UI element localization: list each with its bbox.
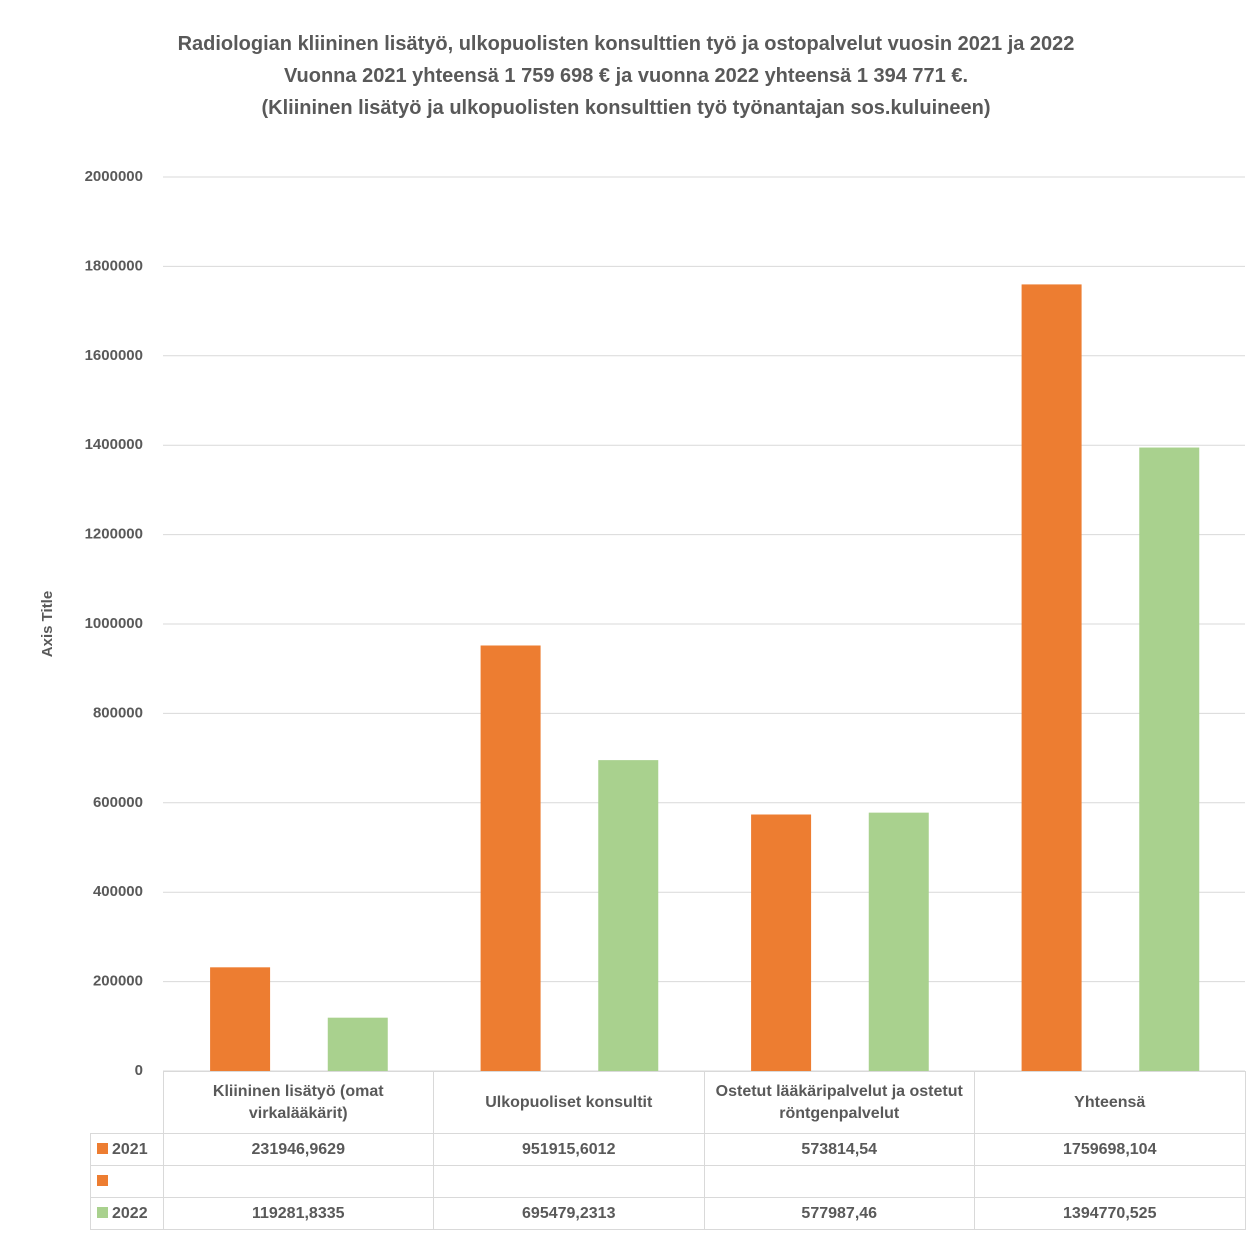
value-label: 951915,6012 [433, 1133, 705, 1166]
y-tick-label: 2000000 [85, 168, 143, 185]
legend-swatch [97, 1142, 108, 1154]
data-table: Kliininen lisätyö (omat virkalääkärit) Ul… [90, 1071, 1246, 1230]
value-label-text: 1394770,525 [1063, 1204, 1157, 1222]
chart-title: Radiologian kliininen lisätyö, ulkopuoli… [177, 33, 1075, 55]
series-row: 2022 119281,8335 695479,2313 577987,46 13947… [90, 1197, 1246, 1230]
empty-cell [974, 1165, 1246, 1198]
value-label: 231946,9629 [162, 1133, 434, 1166]
bar [1139, 447, 1200, 1071]
x-tick-label-text: Kliininen lisätyö (omat virkalääkärit) [212, 1082, 384, 1122]
empty-cell [703, 1165, 975, 1198]
empty-row [90, 1165, 1246, 1198]
value-label-text: 695479,2313 [522, 1204, 616, 1222]
legend-label: 2021 [112, 1140, 148, 1158]
value-label-text: 119281,8335 [251, 1204, 345, 1222]
y-tick-label: 1600000 [85, 347, 143, 364]
y-axis-title: Axis Title [39, 591, 56, 657]
value-label: 1759698,104 [974, 1133, 1246, 1166]
value-label-text: 1759698,104 [1063, 1140, 1157, 1158]
header-row: Kliininen lisätyö (omat virkalääkärit) Ul… [91, 1071, 1246, 1134]
title-block: Radiologian kliininen lisätyö, ulkopuoli… [176, 28, 1076, 124]
bar [868, 812, 929, 1071]
empty-cell [433, 1165, 705, 1198]
x-tick-label: Ostetut lääkäripalvelut ja ostetut röntg… [703, 1071, 975, 1134]
bar [327, 1017, 388, 1071]
subtitle: Vuonna 2021 yhteensä 1 759 698 € ja vuon… [283, 65, 969, 87]
bar [210, 967, 271, 1071]
legend-label: 2022 [112, 1204, 148, 1222]
y-tick-label: 800000 [93, 704, 143, 721]
legend-key [90, 1165, 164, 1198]
x-tick-label-text: Yhteensä [1074, 1093, 1146, 1111]
y-tick-label: 600000 [93, 794, 143, 811]
legend-swatch [97, 1206, 108, 1218]
y-tick-label: 1200000 [85, 526, 143, 543]
value-label: 695479,2313 [433, 1197, 705, 1230]
legend-key: 2022 [90, 1197, 164, 1230]
value-label-text: 231946,9629 [251, 1140, 345, 1158]
y-tick-label: 400000 [93, 883, 143, 900]
bar [480, 645, 541, 1071]
x-tick-label: Ulkopuoliset konsultit [433, 1071, 705, 1134]
bar [751, 814, 812, 1071]
y-tick-label: 1000000 [85, 615, 143, 632]
subtitle: (Kliininen lisätyö ja ulkopuolisten kons… [261, 97, 991, 119]
y-tick-label: 1400000 [85, 436, 143, 453]
bar [598, 760, 659, 1071]
x-tick-label-text: Ostetut lääkäripalvelut ja ostetut röntg… [715, 1082, 963, 1122]
value-label-text: 951915,6012 [522, 1140, 616, 1158]
value-label: 577987,46 [703, 1197, 975, 1230]
y-tick-label: 1800000 [85, 257, 143, 274]
value-label: 573814,54 [703, 1133, 975, 1166]
value-label: 1394770,525 [974, 1197, 1246, 1230]
empty-cell [162, 1165, 434, 1198]
x-tick-label: Yhteensä [974, 1071, 1246, 1134]
value-label-text: 577987,46 [801, 1204, 878, 1222]
x-tick-label: Kliininen lisätyö (omat virkalääkärit) [162, 1071, 434, 1134]
legend-key: 2021 [90, 1133, 164, 1166]
legend-swatch [97, 1174, 108, 1186]
y-tick-label: 0 [135, 1062, 143, 1079]
bar [1021, 284, 1082, 1072]
value-label: 119281,8335 [162, 1197, 434, 1230]
corner [91, 1072, 164, 1134]
value-label-text: 573814,54 [801, 1140, 878, 1158]
series-row: 2021 231946,9629 951915,6012 573814,54 17596… [90, 1133, 1246, 1166]
y-tick-label: 200000 [93, 973, 143, 990]
x-tick-label-text: Ulkopuoliset konsultit [485, 1093, 653, 1111]
